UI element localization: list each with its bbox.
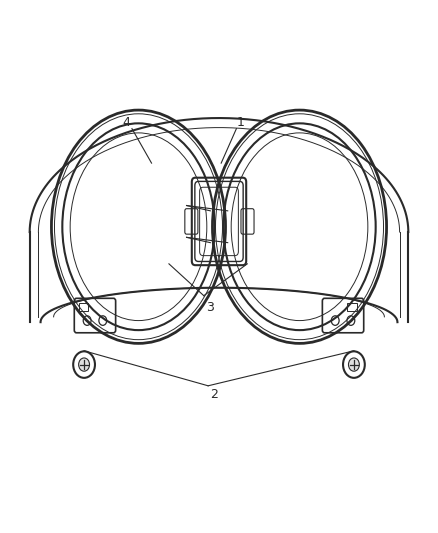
Text: 1: 1: [237, 116, 244, 128]
Text: 2: 2: [210, 389, 218, 401]
Circle shape: [349, 358, 359, 371]
Text: 4: 4: [122, 116, 130, 128]
Bar: [347, 303, 357, 311]
Circle shape: [79, 358, 89, 371]
Bar: [79, 303, 88, 311]
Text: 3: 3: [206, 301, 214, 314]
